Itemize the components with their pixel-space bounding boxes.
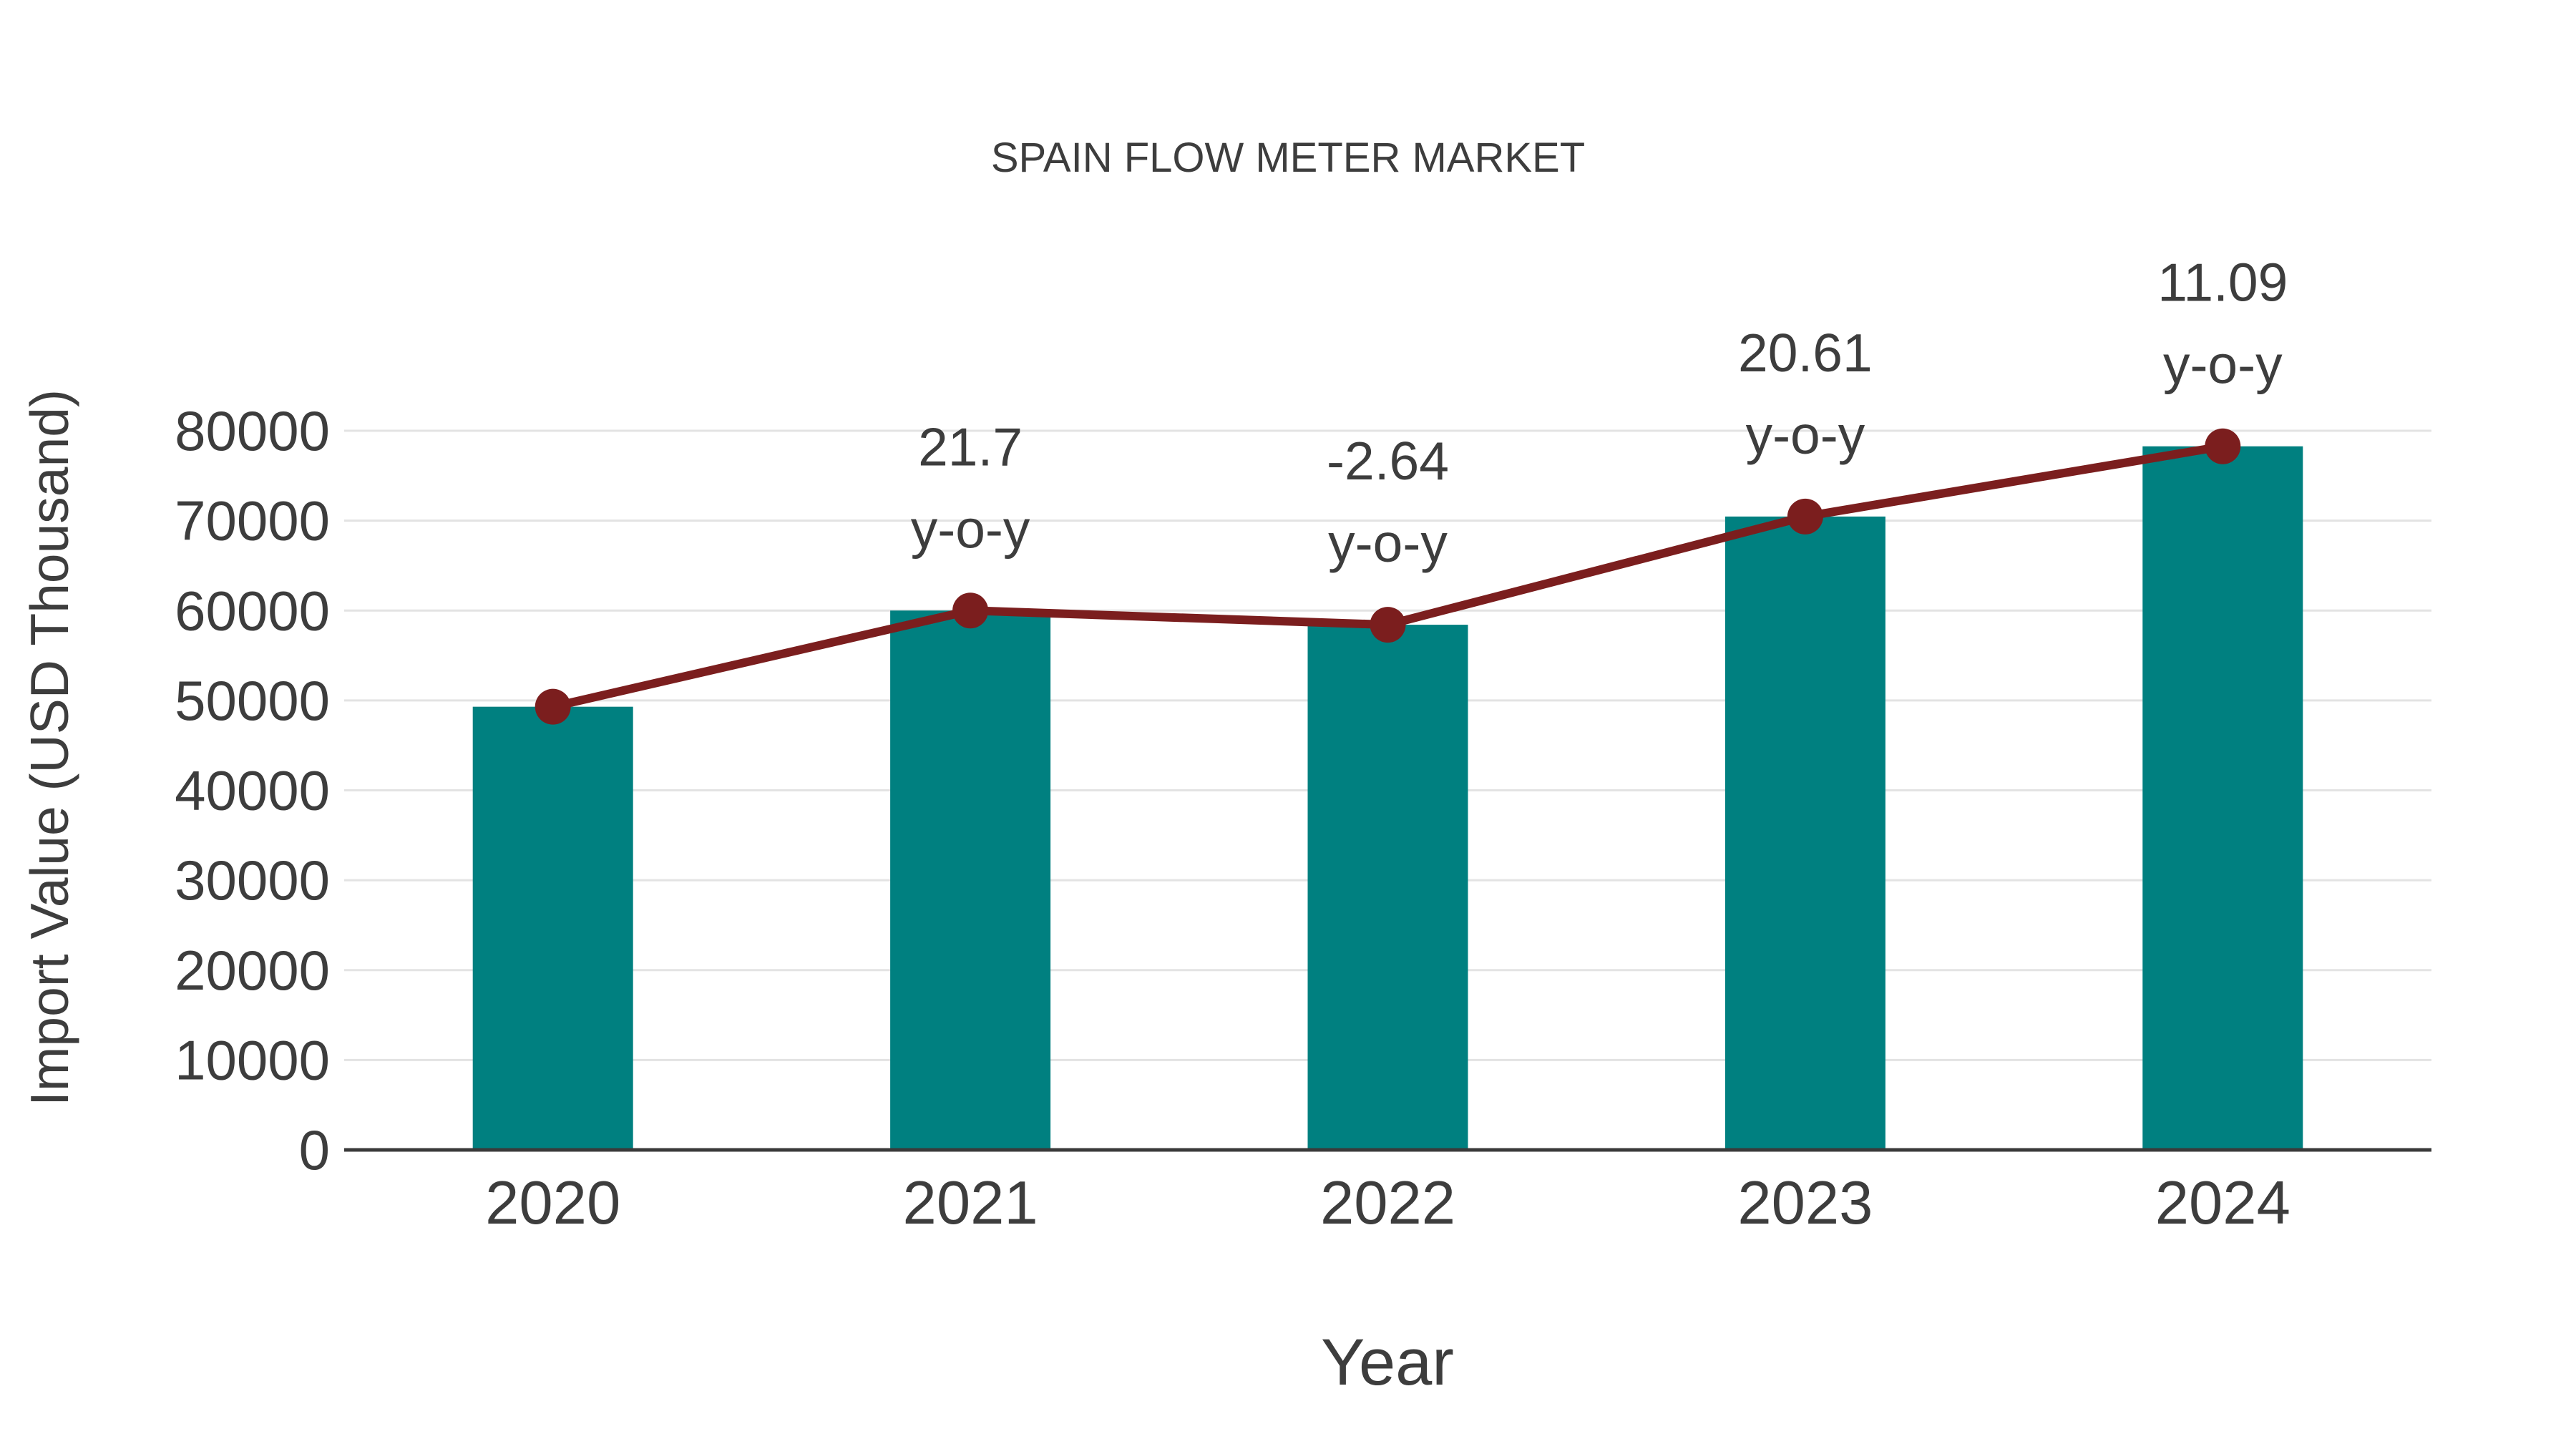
bars-group (472, 446, 2303, 1150)
y-tick-label-50000: 50000 (175, 669, 330, 732)
yoy-labels-group: 21.7 y-o-y -2.64 y-o-y 20.61 y-o-y 11.09 y-o-y (911, 253, 2288, 573)
yoy-suffix-2022: y-o-y (1328, 513, 1448, 573)
yoy-suffix-2024: y-o-y (2163, 335, 2283, 395)
x-tick-label-2022: 2022 (1320, 1169, 1455, 1237)
y-tick-label-30000: 30000 (175, 849, 330, 912)
x-tick-label-2020: 2020 (485, 1169, 620, 1237)
x-tick-label-2023: 2023 (1737, 1169, 1873, 1237)
bar-2024 (2142, 446, 2303, 1150)
yoy-value-2022: -2.64 (1327, 431, 1449, 491)
marker-2021 (952, 592, 989, 629)
bar-2023 (1724, 516, 1885, 1150)
y-tick-label-20000: 20000 (175, 939, 330, 1002)
yoy-suffix-2023: y-o-y (1746, 405, 1865, 465)
y-tick-label-60000: 60000 (175, 579, 330, 642)
marker-2023 (1787, 498, 1823, 535)
marker-2022 (1370, 607, 1406, 643)
y-tick-label-40000: 40000 (175, 759, 330, 822)
marker-2024 (2205, 428, 2241, 464)
x-tick-labels: 2020 2021 2022 2023 2024 (485, 1169, 2290, 1237)
bar-2020 (472, 706, 633, 1150)
y-tick-label-0: 0 (299, 1118, 330, 1181)
chart-title: SPAIN FLOW METER MARKET (991, 135, 1585, 181)
bar-2022 (1307, 625, 1468, 1150)
y-tick-label-10000: 10000 (175, 1028, 330, 1091)
marker-2020 (535, 688, 571, 725)
yoy-suffix-2021: y-o-y (911, 499, 1030, 559)
y-tick-labels: 0 10000 20000 30000 40000 50000 60000 70000 8000… (175, 399, 330, 1181)
y-axis-title: Import Value (USD Thousand) (19, 389, 79, 1106)
x-axis-title: Year (1321, 1326, 1454, 1399)
y-tick-label-70000: 70000 (175, 489, 330, 552)
yoy-value-2021: 21.7 (918, 416, 1023, 477)
bar-2021 (890, 610, 1051, 1150)
markers-group (535, 428, 2241, 725)
yoy-value-2024: 11.09 (2157, 253, 2288, 313)
yoy-value-2023: 20.61 (1738, 323, 1873, 383)
y-tick-label-80000: 80000 (175, 399, 330, 462)
x-tick-label-2021: 2021 (903, 1169, 1038, 1237)
x-tick-label-2024: 2024 (2155, 1169, 2290, 1237)
